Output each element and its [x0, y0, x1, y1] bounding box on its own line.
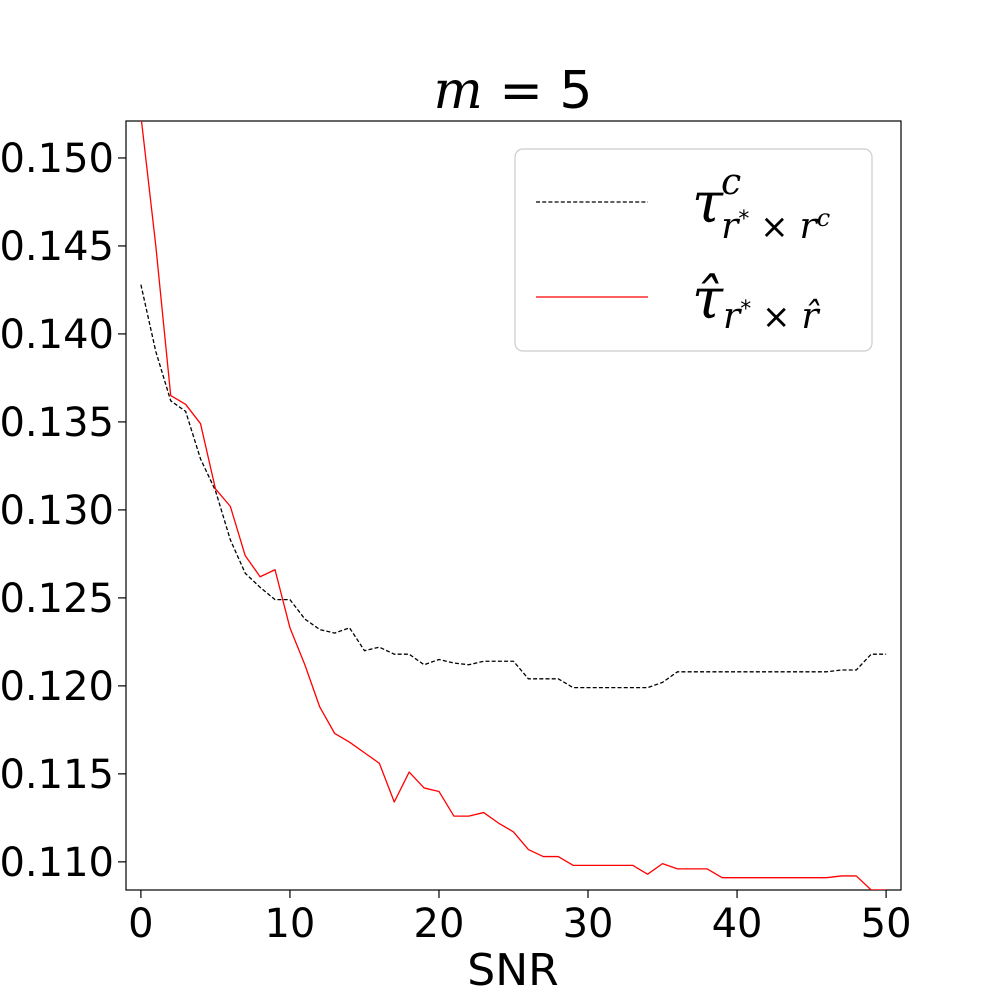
series-line-2 [140, 121, 887, 890]
y-tick-label: 0.130 [0, 488, 114, 534]
y-tick-label: 0.115 [0, 752, 114, 798]
legend-label-series-1: τc r* × rc [692, 162, 830, 247]
y-tick-label: 0.145 [0, 224, 114, 270]
legend-box [514, 148, 873, 352]
y-tick-label: 0.140 [0, 312, 114, 358]
chart-title: m = 5 [433, 61, 592, 121]
y-axis: 0.110 0.115 0.120 0.125 0.130 0.135 0.140 0.145… [0, 136, 126, 886]
y-tick-label: 0.110 [0, 840, 114, 886]
legend: τc r* × rc τ̂r* × r̂ [514, 148, 873, 352]
x-tick-label: 0 [128, 901, 153, 947]
x-axis: 0 10 20 30 40 50 [128, 890, 912, 947]
plot-area [125, 120, 902, 891]
y-tick-label: 0.150 [0, 136, 114, 182]
y-tick-label: 0.125 [0, 576, 114, 622]
title-variable: m [433, 61, 482, 121]
x-tick-label: 30 [563, 901, 614, 947]
series-layer [140, 121, 887, 890]
series-line-1 [140, 284, 887, 689]
legend-label-series-2: τ̂r* × r̂ [692, 267, 820, 337]
x-tick-label: 20 [414, 901, 465, 947]
x-tick-label: 40 [712, 901, 763, 947]
x-tick-label: 10 [264, 901, 315, 947]
x-tick-label: 50 [861, 901, 912, 947]
x-axis-label: SNR [467, 945, 558, 996]
title-equation: = 5 [483, 61, 593, 121]
y-tick-label: 0.120 [0, 664, 114, 710]
y-tick-label: 0.135 [0, 400, 114, 446]
